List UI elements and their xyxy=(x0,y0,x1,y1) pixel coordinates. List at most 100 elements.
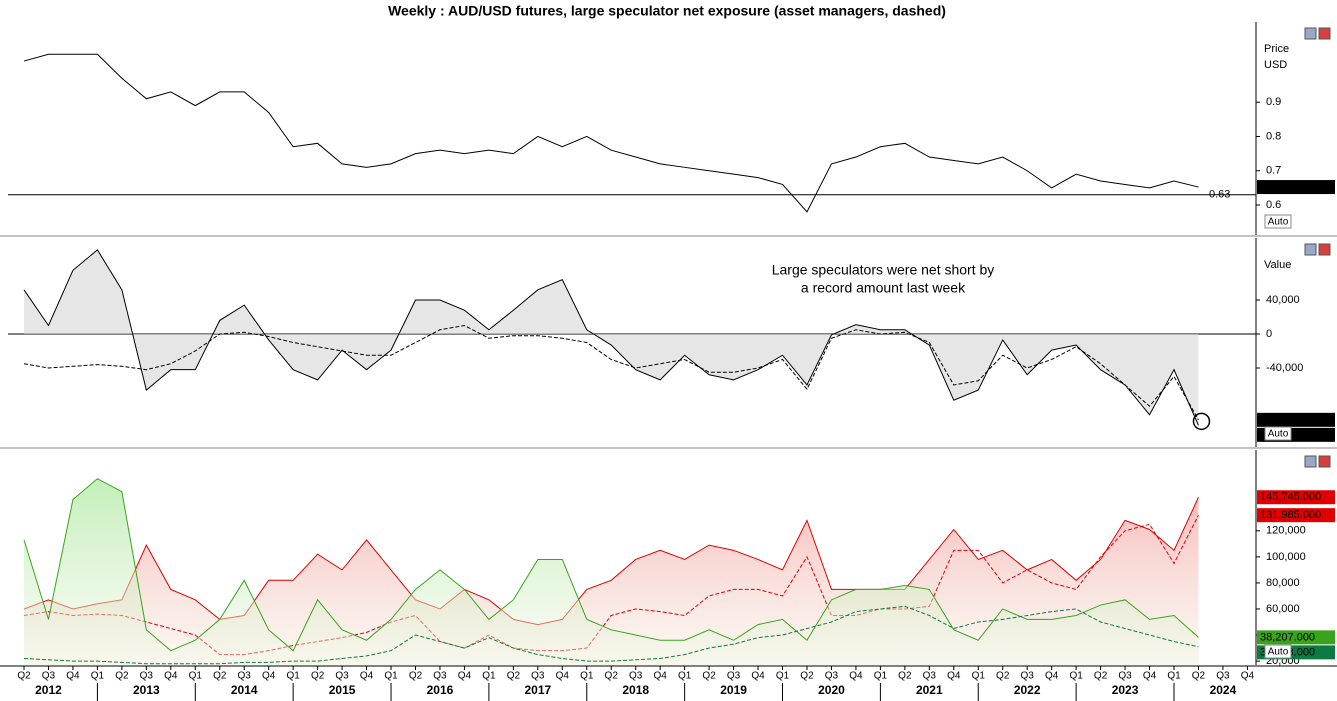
y-tick-label: 40,000 xyxy=(1266,294,1300,306)
x-tick-label: Q4 xyxy=(1045,671,1059,682)
y-tick-label: 120,000 xyxy=(1266,525,1306,537)
y-tick-label: 0.9 xyxy=(1266,96,1281,108)
y-tick-label: 80,000 xyxy=(1266,577,1300,589)
reference-label: 0.63 xyxy=(1209,189,1230,201)
year-label: 2018 xyxy=(622,683,649,697)
close-icon[interactable] xyxy=(1318,27,1331,40)
value-badge xyxy=(1257,508,1335,523)
x-tick-label: Q1 xyxy=(1167,671,1181,682)
value-badge-label: 131,985.000 xyxy=(1260,509,1321,521)
year-label: 2021 xyxy=(916,683,943,697)
line xyxy=(23,53,1199,213)
restore-icon[interactable] xyxy=(1304,455,1317,468)
x-tick-label: Q2 xyxy=(800,671,814,682)
x-tick-label: Q3 xyxy=(923,671,937,682)
x-tick-label: Q4 xyxy=(751,671,765,682)
auto-button-label[interactable]: Auto xyxy=(1268,429,1289,440)
year-label: 2012 xyxy=(35,683,62,697)
auto-button[interactable] xyxy=(1264,214,1292,229)
x-tick-label: Q3 xyxy=(1216,671,1230,682)
x-tick-label: Q1 xyxy=(972,671,986,682)
y-axis-label: USD xyxy=(1264,59,1287,71)
x-tick-label: Q2 xyxy=(17,671,31,682)
x-tick-label: Q1 xyxy=(189,671,203,682)
value-badge-label: 0.65235 xyxy=(1260,181,1300,193)
x-tick-label: Q4 xyxy=(653,671,667,682)
value-badge xyxy=(1257,180,1335,195)
x-tick-label: Q3 xyxy=(140,671,154,682)
annotation: a record amount last week xyxy=(801,280,966,296)
x-tick-label: Q2 xyxy=(996,671,1010,682)
x-tick-label: Q1 xyxy=(776,671,790,682)
x-tick-label: Q1 xyxy=(678,671,692,682)
x-tick-label: Q3 xyxy=(433,671,447,682)
x-tick-label: Q1 xyxy=(482,671,496,682)
x-tick-label: Q2 xyxy=(311,671,325,682)
x-tick-label: Q1 xyxy=(1069,671,1083,682)
x-tick-label: Q1 xyxy=(286,671,300,682)
x-tick-label: Q3 xyxy=(1021,671,1035,682)
x-tick-label: Q4 xyxy=(262,671,276,682)
y-tick-label: 60,000 xyxy=(1266,603,1300,615)
year-label: 2023 xyxy=(1112,683,1139,697)
highlight-circle xyxy=(1192,412,1211,431)
x-tick-label: Q1 xyxy=(91,671,105,682)
x-tick-label: Q3 xyxy=(531,671,545,682)
year-label: 2024 xyxy=(1210,683,1237,697)
year-label: 2013 xyxy=(133,683,160,697)
x-tick-label: Q4 xyxy=(947,671,961,682)
x-tick-label: Q2 xyxy=(1094,671,1108,682)
dashed-line xyxy=(23,605,1199,665)
x-tick-label: Q4 xyxy=(1143,671,1157,682)
x-tick-label: Q3 xyxy=(825,671,839,682)
close-icon[interactable] xyxy=(1318,455,1331,468)
auto-button[interactable] xyxy=(1264,426,1292,441)
chart-title: Weekly : AUD/USD futures, large speculat… xyxy=(388,3,946,19)
x-tick-label: Q2 xyxy=(409,671,423,682)
year-label: 2019 xyxy=(720,683,747,697)
x-tick-label: Q2 xyxy=(213,671,227,682)
y-tick-label: 0.8 xyxy=(1266,130,1281,142)
line xyxy=(23,249,1199,426)
area-fill xyxy=(24,478,1199,665)
x-tick-label: Q2 xyxy=(1192,671,1206,682)
auto-button-label[interactable]: Auto xyxy=(1268,217,1289,228)
y-axis-label: Value xyxy=(1264,259,1291,271)
value-badge xyxy=(1257,630,1335,645)
value-badge-label: -101,022.000 xyxy=(1260,414,1325,426)
x-tick-label: Q4 xyxy=(1241,671,1255,682)
restore-icon[interactable] xyxy=(1304,243,1317,256)
x-tick-label: Q2 xyxy=(898,671,912,682)
value-badge xyxy=(1257,490,1335,505)
x-tick-label: Q1 xyxy=(384,671,398,682)
x-tick-label: Q4 xyxy=(164,671,178,682)
annotation: Large speculators were net short by xyxy=(772,262,995,278)
y-tick-label: 0.7 xyxy=(1266,165,1281,177)
line xyxy=(23,478,1199,652)
area-fill xyxy=(24,249,1199,426)
x-tick-label: Q3 xyxy=(1118,671,1132,682)
x-tick-label: Q4 xyxy=(360,671,374,682)
restore-icon[interactable] xyxy=(1304,27,1317,40)
y-tick-label: 0 xyxy=(1266,328,1272,340)
x-tick-label: Q3 xyxy=(727,671,741,682)
year-label: 2016 xyxy=(427,683,454,697)
x-tick-label: Q2 xyxy=(115,671,129,682)
auto-button[interactable] xyxy=(1264,644,1292,659)
x-tick-label: Q3 xyxy=(238,671,252,682)
value-badge-label: 145,745.000 xyxy=(1260,491,1321,503)
x-tick-label: Q1 xyxy=(580,671,594,682)
y-tick-label: -40,000 xyxy=(1266,362,1303,374)
year-label: 2015 xyxy=(329,683,356,697)
year-label: 2020 xyxy=(818,683,845,697)
x-tick-label: Q2 xyxy=(605,671,619,682)
x-tick-label: Q4 xyxy=(849,671,863,682)
y-axis-label: Price xyxy=(1264,43,1289,55)
dashed-line xyxy=(23,324,1199,421)
close-icon[interactable] xyxy=(1318,243,1331,256)
auto-button-label[interactable]: Auto xyxy=(1268,647,1289,658)
year-label: 2022 xyxy=(1014,683,1041,697)
